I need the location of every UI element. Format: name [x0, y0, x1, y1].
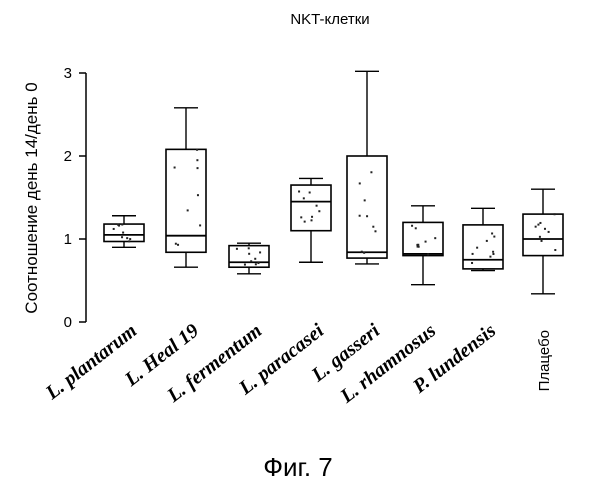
- data-point: [248, 253, 250, 255]
- data-point: [370, 171, 372, 173]
- data-point: [541, 240, 543, 242]
- data-point: [126, 237, 128, 239]
- data-point: [361, 251, 363, 253]
- data-point: [537, 224, 539, 226]
- data-point: [175, 243, 177, 245]
- data-point: [196, 149, 198, 151]
- iqr-box: [291, 185, 331, 231]
- data-point: [298, 191, 300, 193]
- data-point: [311, 219, 313, 221]
- data-point: [303, 197, 305, 199]
- data-point: [411, 225, 413, 227]
- data-point: [472, 253, 474, 255]
- category-label: Плацебо: [536, 330, 553, 391]
- iqr-box: [347, 156, 387, 258]
- data-point: [366, 215, 368, 217]
- data-point: [359, 215, 361, 217]
- data-point: [374, 230, 376, 232]
- iqr-box: [166, 149, 206, 252]
- data-point: [196, 159, 198, 161]
- data-point: [257, 262, 259, 264]
- data-point: [197, 167, 199, 169]
- data-point: [121, 224, 123, 226]
- category-label: L. plantarum: [41, 320, 141, 405]
- data-point: [244, 264, 246, 266]
- data-point: [492, 253, 494, 255]
- data-point: [359, 182, 361, 184]
- box-4: [291, 178, 331, 262]
- data-point: [187, 209, 189, 211]
- box-1: [104, 216, 144, 248]
- data-point: [255, 263, 257, 265]
- data-point: [197, 194, 199, 196]
- data-point: [318, 210, 320, 212]
- box-series: [104, 71, 563, 293]
- box-3: [229, 243, 269, 274]
- data-point: [311, 216, 313, 218]
- data-point: [113, 228, 115, 230]
- y-tick-label: 0: [64, 314, 72, 331]
- data-point: [199, 224, 201, 226]
- data-point: [372, 226, 374, 228]
- iqr-box: [523, 214, 563, 256]
- y-tick-label: 1: [64, 231, 72, 248]
- data-point: [174, 167, 176, 169]
- data-point: [493, 236, 495, 238]
- data-point: [300, 216, 302, 218]
- iqr-box: [463, 225, 503, 269]
- data-point: [554, 249, 556, 251]
- data-point: [434, 237, 436, 239]
- data-point: [539, 236, 541, 238]
- data-point: [363, 252, 365, 254]
- category-labels: L. plantarumL. Heal 19L. fermentumL. par…: [41, 319, 553, 408]
- data-point: [544, 228, 546, 230]
- data-point: [491, 232, 493, 234]
- box-8: [523, 189, 563, 294]
- box-2: [166, 108, 206, 267]
- y-axis-label: Соотношение день 14/день 0: [22, 82, 41, 313]
- data-point: [121, 236, 123, 238]
- data-point: [316, 205, 318, 207]
- box-7: [463, 208, 503, 270]
- data-point: [471, 262, 473, 264]
- data-point: [425, 241, 427, 243]
- data-point: [548, 231, 550, 233]
- chart-title: NKT-клетки: [290, 11, 369, 28]
- data-point: [259, 251, 261, 253]
- iqr-box: [403, 222, 443, 255]
- data-point: [554, 213, 556, 215]
- data-point: [476, 247, 478, 249]
- y-tick-label: 2: [64, 148, 72, 165]
- figure-caption: Фиг. 7: [0, 452, 596, 483]
- data-point: [535, 226, 537, 228]
- data-point: [489, 256, 491, 258]
- data-point: [427, 253, 429, 255]
- box-6: [403, 206, 443, 285]
- data-point: [416, 244, 418, 246]
- data-point: [415, 227, 417, 229]
- data-point: [492, 251, 494, 253]
- y-ticks: 0 1 2 3: [64, 65, 86, 331]
- data-point: [129, 238, 131, 240]
- data-point: [364, 199, 366, 201]
- box-5: [347, 71, 387, 264]
- data-point: [304, 221, 306, 223]
- data-point: [486, 240, 488, 242]
- y-tick-label: 3: [64, 65, 72, 82]
- data-point: [309, 191, 311, 193]
- data-point: [254, 258, 256, 260]
- data-point: [248, 247, 250, 249]
- data-point: [177, 244, 179, 246]
- data-point: [236, 248, 238, 250]
- data-point: [118, 225, 120, 227]
- data-point: [539, 222, 541, 224]
- data-point: [122, 232, 124, 234]
- data-point: [250, 260, 252, 262]
- data-point: [128, 240, 130, 242]
